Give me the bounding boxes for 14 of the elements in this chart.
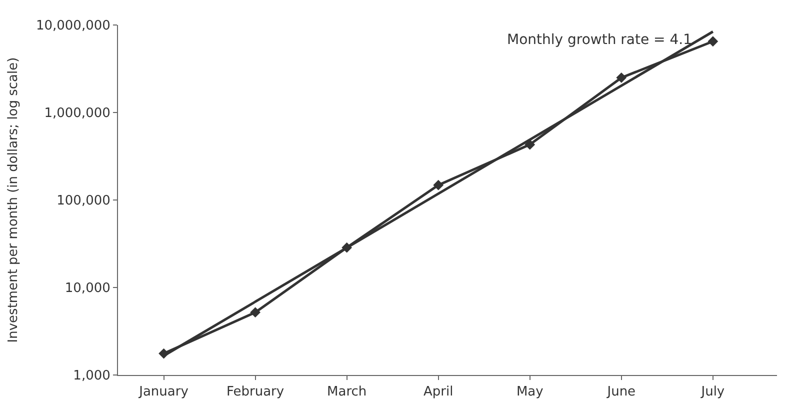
y-tick-label: 1,000,000	[44, 106, 110, 122]
x-tick-label: April	[423, 384, 454, 400]
y-tick-label: 10,000	[64, 281, 110, 296]
annotation: Monthly growth rate = 4.1	[507, 32, 692, 48]
y-axis-title: Investment per month (in dollars; log scale)	[6, 57, 21, 343]
y-tick-label: 100,000	[56, 194, 110, 209]
x-tick-label: June	[606, 384, 636, 400]
y-tick-label: 10,000,000	[36, 18, 110, 34]
x-tick-label: July	[700, 384, 725, 400]
x-tick-label: February	[226, 384, 284, 400]
x-tick-label: March	[327, 384, 367, 400]
y-tick-label: 1,000	[73, 368, 110, 384]
x-tick-label: May	[516, 384, 544, 400]
x-tick-label: January	[138, 384, 189, 400]
